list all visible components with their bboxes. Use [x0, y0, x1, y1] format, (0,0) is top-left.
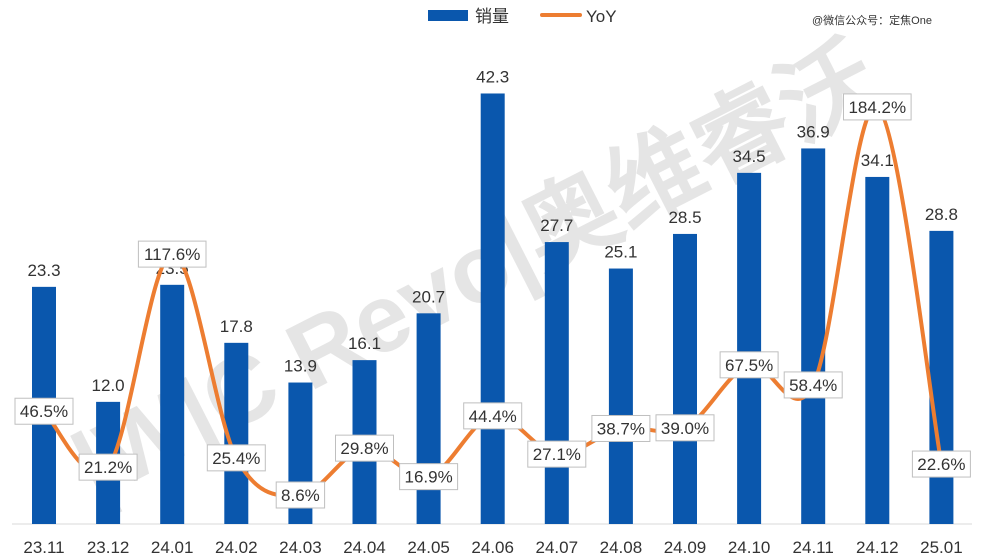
yoy-label-box: [911, 450, 971, 478]
yoy-label: 38.7%: [591, 414, 651, 442]
x-tick-label: 24.10: [728, 538, 771, 557]
yoy-label-text: 44.4%: [469, 407, 517, 426]
legend-label-sales: 销量: [475, 7, 509, 26]
bar-24.01: [160, 284, 185, 524]
yoy-label-text: 8.6%: [281, 486, 320, 505]
bar-24.11: [801, 148, 826, 524]
x-tick-label: 24.01: [151, 538, 194, 557]
x-tick-label: 24.03: [279, 538, 322, 557]
bar-value-label: 42.3: [476, 67, 509, 86]
bar-value-label: 12.0: [92, 376, 125, 395]
x-tick-label: 23.12: [87, 538, 130, 557]
x-tick-label: 24.04: [343, 538, 386, 557]
bar-24.10: [737, 172, 762, 524]
yoy-label: 46.5%: [14, 397, 74, 425]
bar-24.08: [608, 268, 633, 524]
x-ticks-group: 23.11 23.12 24.01 24.02 24.03 24.04 24.05 24.06…: [23, 538, 962, 557]
yoy-label-box: [335, 434, 394, 462]
bar-value-label: 13.9: [284, 357, 317, 376]
bar-24.05: [416, 313, 441, 524]
yoy-label-box: [14, 397, 74, 425]
credit-text: @微信公众号：定焦One: [812, 13, 932, 27]
x-tick-label: 24.05: [407, 538, 450, 557]
x-tick-label: 24.11: [793, 538, 834, 557]
yoy-label: 184.2%: [843, 93, 912, 121]
bar-value-label: 28.8: [925, 205, 958, 224]
yoy-label-box: [527, 440, 587, 468]
yoy-label-box: [591, 414, 651, 442]
yoy-label: 27.1%: [527, 440, 587, 468]
bar-24.06: [480, 93, 505, 524]
yoy-label-text: 38.7%: [597, 419, 645, 438]
yoy-label: 22.6%: [911, 450, 971, 478]
yoy-label: 67.5%: [719, 351, 779, 379]
yoy-label-text: 58.4%: [789, 376, 837, 395]
yoy-label-box: [78, 453, 138, 481]
bar-24.07: [544, 242, 569, 524]
bar-value-label: 28.5: [668, 208, 701, 227]
yoy-label-box: [655, 414, 715, 442]
yoy-label-box: [206, 444, 266, 472]
bar-value-label: 27.7: [540, 216, 573, 235]
x-tick-label: 25.01: [920, 538, 963, 557]
yoy-label-box: [843, 93, 912, 121]
yoy-label-text: 22.6%: [917, 455, 965, 474]
yoy-label-box: [137, 240, 207, 268]
bar-value-label: 17.8: [220, 317, 253, 336]
yoy-label: 25.4%: [206, 444, 266, 472]
yoy-label-text: 67.5%: [725, 356, 773, 375]
yoy-label: 21.2%: [78, 453, 138, 481]
yoy-label: 117.6%: [137, 240, 207, 268]
x-tick-label: 24.09: [664, 538, 707, 557]
legend-swatch-sales: [428, 10, 468, 21]
x-tick-label: 23.11: [23, 538, 64, 557]
yoy-label: 58.4%: [783, 371, 843, 399]
bar-value-label: 16.1: [348, 334, 381, 353]
bar-value-label: 23.3: [27, 261, 60, 280]
yoy-labels-group: 46.5% 21.2% 117.6% 25.4% 8.6% 29.8% 16.9% 44.4%…: [14, 93, 971, 509]
legend: 销量 YoY: [428, 7, 617, 26]
yoy-label-box: [399, 463, 459, 491]
bars-group: [32, 93, 954, 524]
yoy-label: 29.8%: [335, 434, 394, 462]
yoy-label: 44.4%: [463, 402, 523, 430]
x-tick-label: 24.12: [856, 538, 899, 557]
x-tick-label: 24.08: [600, 538, 643, 557]
legend-label-yoy: YoY: [586, 7, 617, 26]
bar-24.12: [865, 176, 890, 524]
bar-24.09: [673, 233, 697, 524]
bar-value-label: 34.1: [861, 151, 894, 170]
yoy-label-text: 39.0%: [661, 419, 709, 438]
yoy-label: 39.0%: [655, 414, 715, 442]
x-tick-label: 24.06: [471, 538, 514, 557]
yoy-label-box: [719, 351, 779, 379]
yoy-label-box: [463, 402, 523, 430]
yoy-label: 16.9%: [399, 463, 459, 491]
bar-25.01: [929, 230, 954, 524]
yoy-label: 8.6%: [275, 481, 326, 509]
bar-value-label: 25.1: [604, 243, 637, 262]
yoy-label-text: 27.1%: [533, 445, 581, 464]
x-tick-label: 24.02: [215, 538, 258, 557]
x-tick-label: 24.07: [536, 538, 579, 557]
yoy-label-text: 46.5%: [20, 402, 68, 421]
bar-value-label: 20.7: [412, 287, 445, 306]
bar-labels-group: 23.312.023.517.813.916.120.742.327.725.1…: [27, 67, 957, 394]
yoy-label-text: 16.9%: [404, 468, 452, 487]
yoy-label-text: 117.6%: [144, 245, 200, 264]
bar-value-label: 34.5: [733, 147, 766, 166]
yoy-label-text: 21.2%: [84, 458, 132, 477]
yoy-label-text: 25.4%: [212, 449, 260, 468]
bar-value-label: 36.9: [797, 122, 830, 141]
yoy-label-text: 184.2%: [848, 98, 906, 117]
yoy-label-box: [783, 371, 843, 399]
yoy-label-box: [275, 481, 326, 509]
yoy-label-text: 29.8%: [340, 439, 388, 458]
